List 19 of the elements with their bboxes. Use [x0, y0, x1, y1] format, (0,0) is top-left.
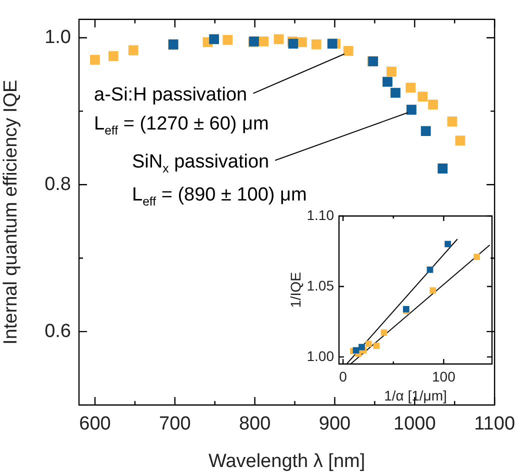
y-tick-label: 0.8 — [44, 174, 71, 195]
annotation: a-Si:H passivation — [94, 84, 248, 106]
x-tick-label: 1000 — [394, 414, 436, 435]
x-tick-label: 800 — [238, 414, 271, 435]
x-tick-label: 100 — [432, 368, 456, 384]
y-tick-label: 1.10 — [306, 206, 334, 223]
x-axis-title: Wavelength λ [nm] — [208, 450, 366, 472]
y-tick-label: 1.05 — [306, 277, 334, 294]
x-tick-label: 900 — [318, 414, 351, 435]
y-axis-title: 1/IQE — [287, 272, 304, 308]
x-tick-label: 1100 — [474, 414, 515, 435]
x-axis-title: 1/α [1/μm] — [384, 387, 447, 404]
y-tick-label: 0.6 — [44, 320, 71, 342]
y-tick-label: 1.0 — [44, 26, 71, 48]
x-tick-label: 700 — [159, 414, 191, 435]
y-tick-label: 1.00 — [306, 348, 334, 364]
y-axis-title: Internal quantum efficiency IQE — [0, 80, 22, 345]
x-tick-label: 0 — [339, 368, 348, 384]
x-tick-label: 600 — [79, 414, 111, 435]
